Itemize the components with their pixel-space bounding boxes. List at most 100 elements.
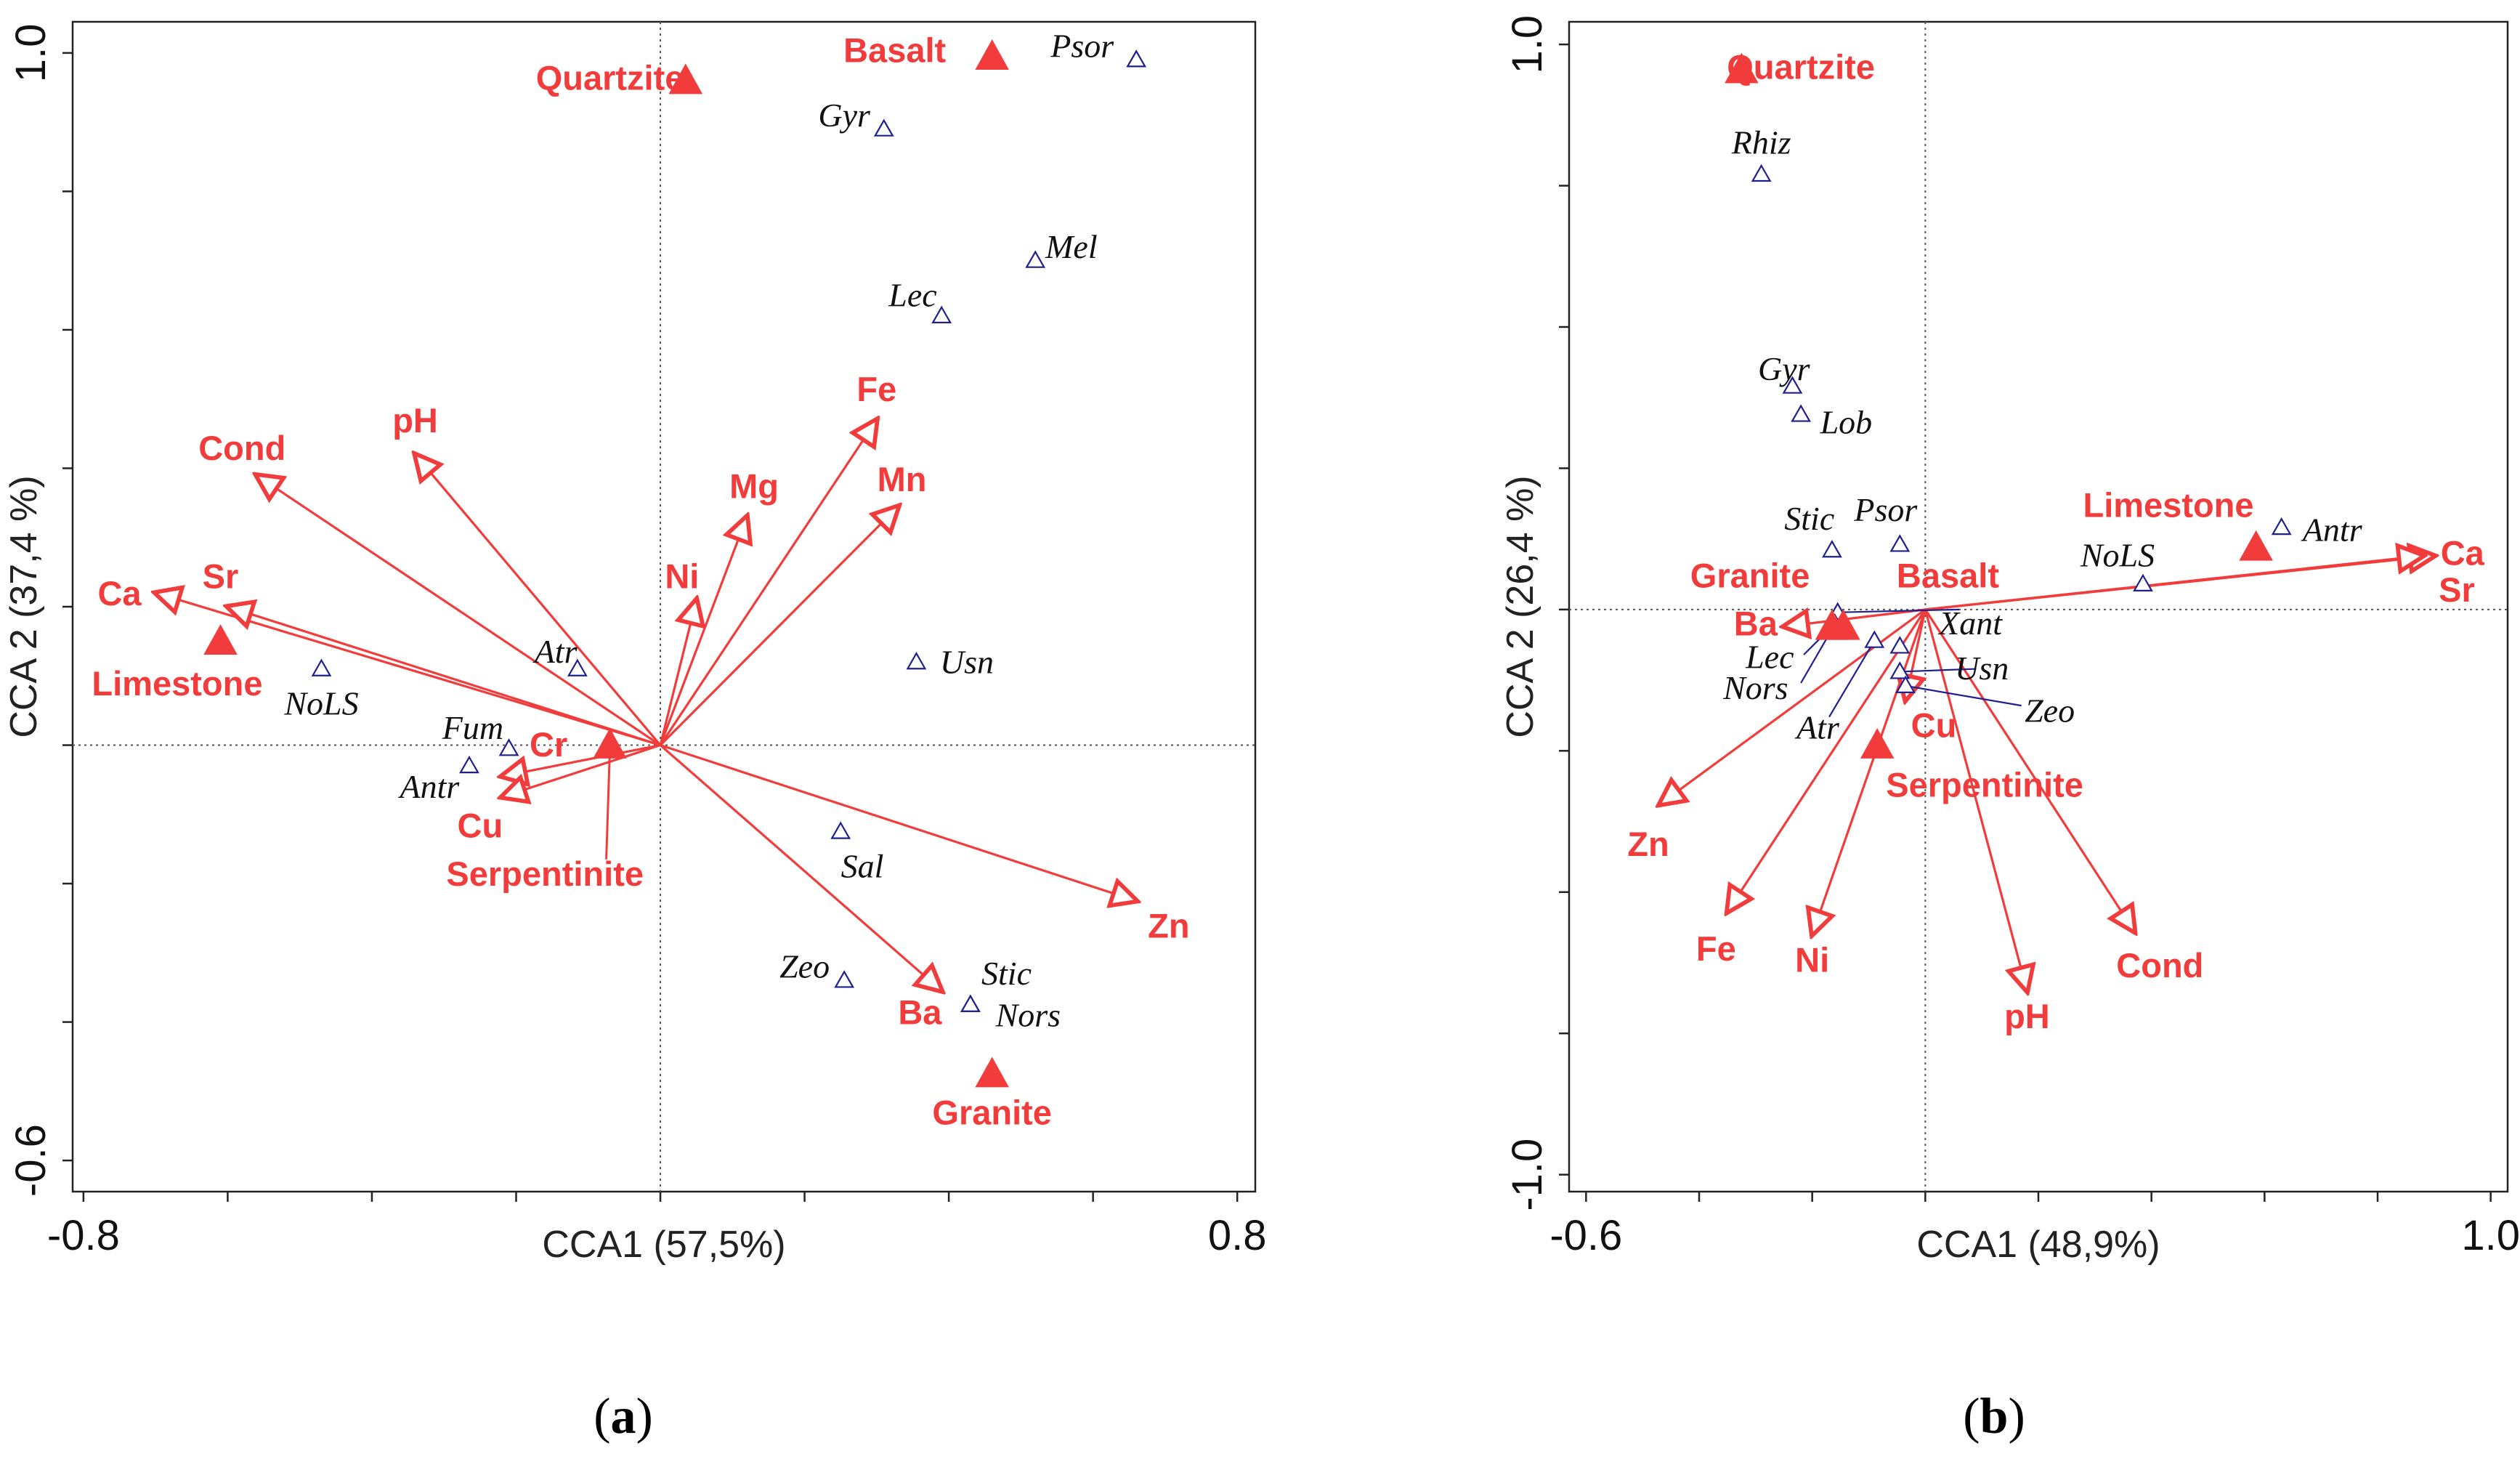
species-point [1791,404,1812,422]
species-label: Antr [397,768,460,805]
species-point [1126,49,1147,68]
species-label: Usn [1955,650,2009,687]
species-label: Stic [1784,500,1834,537]
caption-letter: b [1980,1389,2009,1444]
site-label: Serpentinite [1886,765,2083,804]
species-label: Zeo [779,948,830,985]
env-vector-arrow [659,506,899,746]
env-vector-arrow [227,607,661,747]
species-leader-line [1837,608,1960,613]
species-label: Gyr [1758,350,1811,387]
env-vector-label: Zn [1148,906,1189,945]
env-vector-label: Zn [1627,825,1669,863]
site-point [1725,52,1759,84]
species-label: Mel [1045,228,1098,265]
site-leader-line [605,748,612,860]
species-label: Sal [841,848,884,885]
site-point [975,1056,1009,1088]
env-vector-arrow [1924,609,2134,931]
env-vector-label: pH [2004,997,2050,1035]
site-label: Quartzite [1727,48,1875,86]
species-point [2133,573,2153,591]
species-point [1782,376,1803,394]
env-vector-arrow [416,454,662,746]
env-vector-label: Mn [878,460,927,498]
species-point [960,994,981,1012]
species-point [459,755,479,774]
x-tick-label: 1.0 [2461,1212,2520,1259]
x-tick-label: 0.8 [1208,1212,1267,1259]
species-label: NoLS [283,685,358,722]
y-axis-label: CCA 2 (26,4 %) [1499,475,1541,737]
env-vector-label: Cond [2116,946,2203,985]
site-point [593,727,627,759]
species-point [1751,163,1772,182]
env-vector-label: Ni [665,557,699,595]
site-point [1860,728,1895,759]
env-vector-label: Mg [729,466,779,505]
y-tick-label: -0.6 [7,1124,54,1197]
env-vector-label: Ca [97,574,142,613]
x-axis-label: CCA1 (48,9%) [1916,1224,2160,1266]
site-label: Granite [932,1094,1052,1132]
species-label: Lec [888,277,936,314]
species-point [498,738,519,756]
site-label: Quartzite [536,58,684,97]
species-label: Zeo [2025,692,2075,729]
species-label: Nors [1722,669,1788,706]
env-vector-arrow [659,517,747,746]
site-point [203,624,238,655]
species-label: Lob [1820,404,1873,441]
env-vector-arrow [256,475,661,746]
env-vector-arrow [660,744,1136,901]
caption-paren-close: ) [636,1389,653,1444]
env-vector-label: Cr [530,725,567,764]
y-tick-label: 1.0 [7,24,54,83]
species-point [1889,661,1911,679]
site-point [975,39,1009,70]
species-leader-line [1828,640,1876,718]
env-vector-label: Fe [856,370,896,408]
species-point [1889,534,1911,552]
site-label: Granite [1690,557,1810,595]
species-point [567,658,588,676]
species-point [1895,675,1916,693]
species-point [873,118,894,137]
env-vector-arrow [659,420,877,746]
panel-a: -0.8 0.8 -0.6 1.0 CCA1 (57,5%) CCA 2 (37,4 %)… [3,20,1267,1444]
x-tick-label: -0.8 [47,1212,120,1259]
species-label: Stic [981,955,1032,992]
env-vector-label: Ba [1734,605,1778,643]
species-leader-line [1905,684,2022,707]
env-vector-arrow [659,744,941,991]
species-label: Antr [2301,511,2363,548]
panel-caption: (b) [1963,1389,2025,1444]
site-label: Basalt [843,31,946,69]
species-label: Atr [532,633,578,670]
species-label: Xant [1937,605,2003,642]
species-label: Psor [1853,491,1918,528]
env-vector-label: Sr [2439,570,2475,609]
site-label: Limestone [92,664,262,703]
site-label: Serpentinite [446,854,644,893]
y-tick-label: 1.0 [1504,15,1551,74]
caption-paren-close: ) [2008,1389,2025,1444]
species-point [1822,540,1842,558]
env-vector-arrow [659,599,697,745]
species-point [2271,517,2292,536]
species-label: Rhiz [1731,124,1791,161]
env-vector-label: Cu [1911,706,1957,745]
species-point [1864,630,1885,648]
species-point [311,658,332,676]
env-vector-label: Ba [898,993,942,1031]
env-vector-label: Ni [1795,940,1829,979]
species-label: Atr [1794,709,1840,746]
env-vector-label: Sr [203,557,239,595]
species-point [830,821,851,839]
env-vector-label: Ca [2441,533,2485,572]
species-leader-line [1900,668,1977,673]
env-vector-label: pH [392,401,438,440]
site-label: Limestone [2083,485,2253,524]
y-axis-label: CCA 2 (37,4 %) [3,475,45,737]
